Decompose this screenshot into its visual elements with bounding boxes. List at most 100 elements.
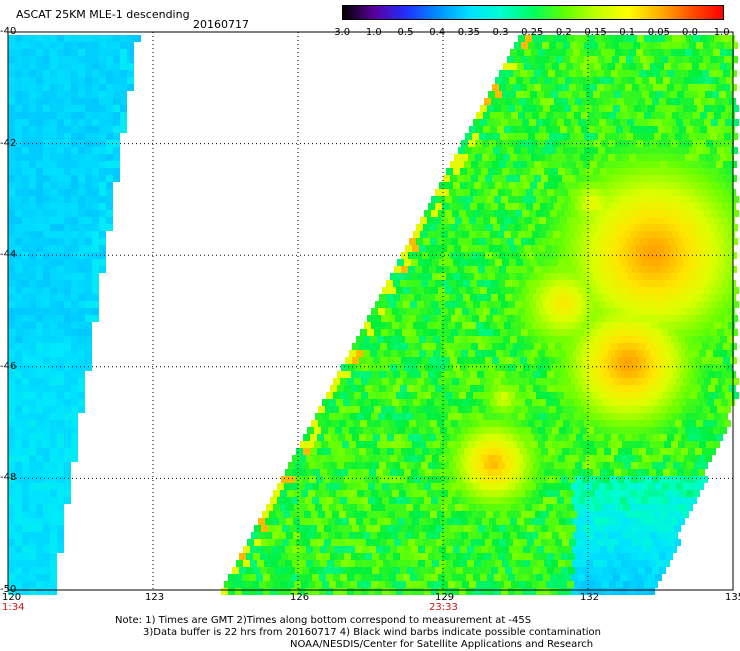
swath-cell — [515, 287, 522, 294]
swath-cell — [581, 490, 588, 497]
swath-cell — [113, 49, 120, 56]
swath-cell — [476, 112, 483, 119]
swath-cell — [695, 448, 702, 455]
swath-cell — [580, 154, 587, 161]
swath-cell — [370, 518, 377, 525]
swath-cell — [449, 462, 456, 469]
swath-cell — [652, 203, 659, 210]
swath-cell — [487, 392, 494, 399]
swath-cell — [620, 105, 627, 112]
swath-cell — [687, 476, 694, 483]
swath-cell — [481, 364, 488, 371]
swath-cell — [549, 56, 556, 63]
swath-cell — [78, 364, 85, 371]
swath-cell — [506, 343, 513, 350]
swath-cell — [599, 392, 606, 399]
swath-cell — [647, 315, 654, 322]
swath-cell — [547, 371, 554, 378]
swath-cell — [649, 91, 656, 98]
swath-cell — [684, 273, 691, 280]
swath-cell — [565, 469, 572, 476]
swath-cell — [298, 497, 305, 504]
swath-cell — [501, 392, 508, 399]
swath-cell — [85, 350, 92, 357]
swath-cell — [254, 525, 261, 532]
swath-cell — [22, 42, 29, 49]
swath-cell — [494, 497, 501, 504]
swath-cell — [607, 364, 614, 371]
swath-cell — [614, 91, 621, 98]
swath-cell — [520, 70, 527, 77]
swath-cell — [662, 119, 669, 126]
swath-cell — [602, 504, 609, 511]
swath-cell — [329, 490, 336, 497]
swath-cell — [519, 567, 526, 574]
swath-cell — [513, 539, 520, 546]
swath-cell — [426, 441, 433, 448]
swath-cell — [43, 567, 50, 574]
swath-cell — [106, 119, 113, 126]
swath-cell — [64, 182, 71, 189]
swath-cell — [561, 203, 568, 210]
swath-cell — [542, 315, 549, 322]
swath-cell — [64, 210, 71, 217]
swath-cell — [650, 350, 657, 357]
swath-cell — [696, 133, 703, 140]
swath-cell — [29, 259, 36, 266]
swath-cell — [504, 126, 511, 133]
swath-cell — [433, 336, 440, 343]
swath-cell — [351, 567, 358, 574]
swath-cell — [443, 266, 450, 273]
swath-cell — [579, 273, 586, 280]
swath-cell — [712, 182, 719, 189]
swath-cell — [722, 203, 729, 210]
swath-cell — [630, 308, 637, 315]
swath-cell — [484, 385, 491, 392]
swath-cell — [692, 154, 699, 161]
swath-cell — [328, 518, 335, 525]
swath-cell — [530, 91, 537, 98]
swath-cell — [698, 273, 705, 280]
swath-cell — [595, 581, 602, 588]
swath-cell — [71, 266, 78, 273]
swath-cell — [634, 301, 641, 308]
swath-cell — [449, 385, 456, 392]
swath-cell — [651, 490, 658, 497]
swath-cell — [29, 567, 36, 574]
swath-cell — [519, 371, 526, 378]
swath-cell — [385, 399, 392, 406]
swath-cell — [284, 483, 291, 490]
swath-cell — [689, 133, 696, 140]
swath-cell — [400, 462, 407, 469]
swath-cell — [560, 504, 567, 511]
swath-cell — [542, 329, 549, 336]
swath-cell — [71, 308, 78, 315]
swath-cell — [238, 581, 245, 588]
swath-cell — [658, 504, 665, 511]
swath-cell — [554, 189, 561, 196]
swath-cell — [448, 217, 455, 224]
swath-cell — [298, 574, 305, 581]
swath-cell — [509, 182, 516, 189]
swath-cell — [557, 287, 564, 294]
swath-cell — [287, 490, 294, 497]
swath-cell — [699, 441, 706, 448]
swath-cell — [685, 441, 692, 448]
swath-cell — [534, 539, 541, 546]
swath-cell — [650, 336, 657, 343]
swath-cell — [513, 161, 520, 168]
swath-cell — [441, 413, 448, 420]
swath-cell — [236, 560, 243, 567]
swath-cell — [519, 98, 526, 105]
swath-cell — [685, 350, 692, 357]
swath-cell — [64, 294, 71, 301]
swath-cell — [623, 217, 630, 224]
swath-cell — [621, 168, 628, 175]
swath-cell — [8, 518, 15, 525]
swath-cell — [647, 147, 654, 154]
swath-cell — [498, 462, 505, 469]
swath-cell — [658, 308, 665, 315]
swath-cell — [400, 280, 407, 287]
swath-cell — [609, 217, 616, 224]
swath-cell — [36, 511, 43, 518]
